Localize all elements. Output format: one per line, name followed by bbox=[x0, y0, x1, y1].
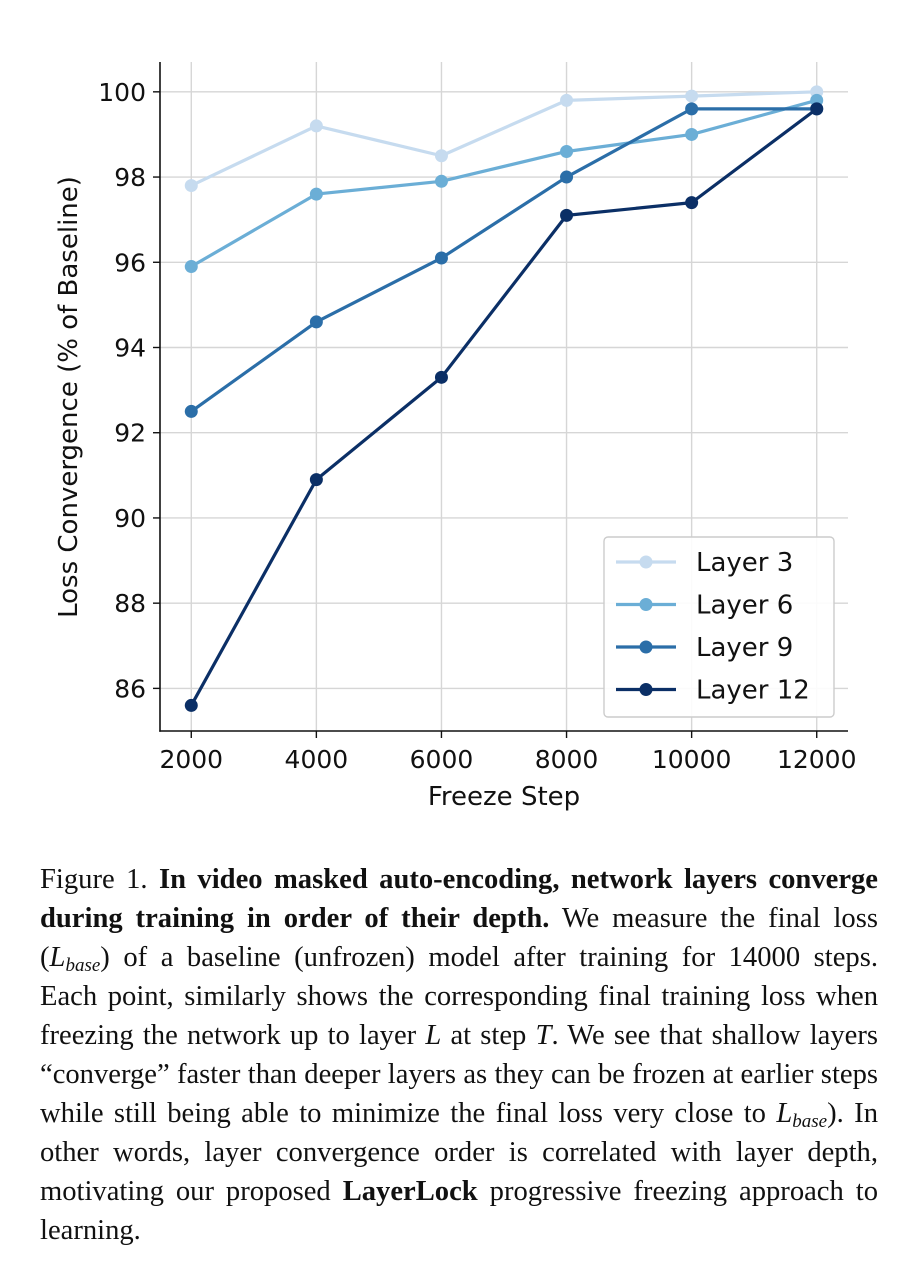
y-tick-label: 88 bbox=[114, 589, 146, 618]
x-axis-title: Freeze Step bbox=[428, 782, 580, 812]
data-point bbox=[685, 102, 699, 116]
data-point bbox=[434, 251, 448, 265]
legend-swatch-marker bbox=[639, 683, 653, 696]
caption-subscript: base bbox=[65, 955, 101, 976]
y-tick-label: 98 bbox=[114, 163, 146, 192]
y-tick-label: 96 bbox=[114, 248, 146, 277]
caption-text: ) of a baseline (unfrozen) model after t… bbox=[40, 942, 878, 1051]
series-line bbox=[190, 98, 818, 268]
figure-caption: Figure 1. In video masked auto-encoding,… bbox=[40, 860, 878, 1250]
legend-label: Layer 6 bbox=[696, 591, 793, 621]
legend-swatch-marker bbox=[639, 598, 653, 611]
data-point bbox=[685, 127, 699, 141]
x-tick-label: 4000 bbox=[285, 745, 349, 774]
y-tick-label: 100 bbox=[98, 78, 146, 107]
x-tick-label: 8000 bbox=[535, 745, 599, 774]
y-tick-label: 90 bbox=[114, 504, 146, 533]
legend-item: Layer 9 bbox=[616, 633, 793, 663]
legend-frame bbox=[603, 536, 835, 718]
caption-text: We measure the final loss ( bbox=[40, 903, 878, 973]
data-point bbox=[309, 315, 323, 329]
x-tick-label: 10000 bbox=[652, 745, 732, 774]
series-line bbox=[189, 107, 818, 707]
data-point bbox=[184, 260, 198, 274]
data-point bbox=[309, 473, 323, 487]
series-layer-6 bbox=[184, 93, 824, 274]
data-point bbox=[685, 89, 699, 103]
legend-label: Layer 3 bbox=[696, 548, 793, 578]
data-point bbox=[309, 119, 323, 133]
data-point bbox=[560, 208, 574, 222]
data-point bbox=[434, 149, 448, 163]
caption-symbol: L bbox=[425, 1020, 442, 1051]
legend-swatch-marker bbox=[639, 555, 653, 569]
legend-label: Layer 9 bbox=[696, 633, 793, 663]
legend-item: Layer 12 bbox=[616, 676, 810, 706]
legend: Layer 3 Layer 6 Layer 9 Layer 12 bbox=[603, 536, 835, 718]
caption-subscript: base bbox=[792, 1111, 828, 1132]
data-point bbox=[434, 174, 448, 188]
data-point bbox=[560, 93, 574, 107]
line-chart: 2000 4000 6000 8000 10000 12000 86 88 90 92 94 96 98… bbox=[54, 62, 857, 812]
data-point bbox=[810, 102, 824, 116]
legend-item: Layer 3 bbox=[616, 548, 793, 578]
series-line bbox=[190, 107, 817, 413]
caption-text: progressive freezing approach to learnin… bbox=[40, 1176, 878, 1246]
caption-bold-lead: In video masked auto-encoding, network l… bbox=[40, 864, 879, 934]
caption-symbol: T bbox=[535, 1020, 552, 1051]
series-layer-9 bbox=[184, 102, 824, 418]
y-tick-label: 92 bbox=[114, 419, 146, 448]
data-point bbox=[309, 187, 323, 201]
legend-item: Layer 6 bbox=[616, 591, 793, 621]
series-line bbox=[190, 90, 817, 188]
caption-text: ). In other words, layer convergence ord… bbox=[40, 1098, 878, 1207]
data-point bbox=[184, 698, 198, 712]
legend-swatch-marker bbox=[639, 640, 653, 654]
y-tick-label: 94 bbox=[114, 333, 146, 362]
caption-symbol: L bbox=[776, 1098, 793, 1129]
data-point bbox=[560, 170, 574, 184]
data-point bbox=[560, 144, 574, 158]
legend-label: Layer 12 bbox=[696, 676, 810, 706]
data-point bbox=[184, 179, 198, 193]
caption-text: . We see that shallow layers “converge” … bbox=[40, 1020, 878, 1129]
y-axis-title: Loss Convergence (% of Baseline) bbox=[54, 176, 84, 618]
data-point bbox=[685, 196, 699, 210]
caption-label: Figure 1. bbox=[40, 864, 148, 895]
y-tick-label: 86 bbox=[114, 674, 146, 703]
x-tick-label: 6000 bbox=[410, 745, 474, 774]
series-layer-12 bbox=[184, 102, 824, 712]
data-point bbox=[184, 404, 198, 418]
figure: 2000 4000 6000 8000 10000 12000 86 88 90 92 94 96 98… bbox=[54, 62, 857, 812]
data-point bbox=[434, 370, 448, 384]
caption-text: at step bbox=[441, 1020, 536, 1051]
caption-symbol: L bbox=[49, 942, 66, 973]
caption-method-name: LayerLock bbox=[342, 1176, 478, 1207]
x-tick-label: 12000 bbox=[777, 745, 857, 774]
x-tick-label: 2000 bbox=[159, 745, 223, 774]
